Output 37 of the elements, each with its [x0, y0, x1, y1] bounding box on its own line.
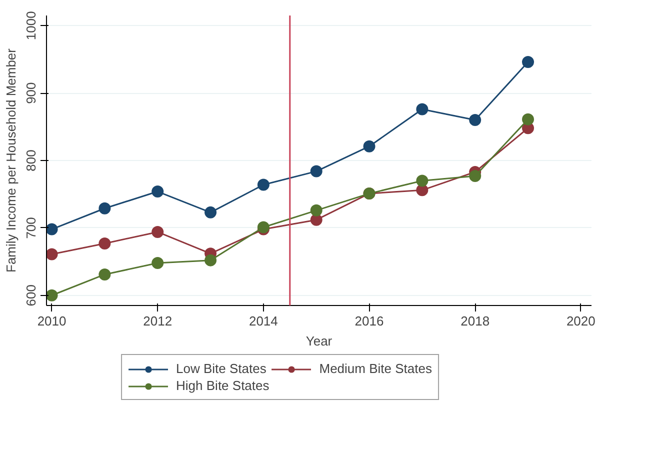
y-tick-label: 900: [24, 82, 38, 104]
x-tick-label: 2016: [354, 314, 384, 328]
point: [98, 268, 111, 280]
point: [152, 257, 164, 269]
point: [416, 103, 428, 116]
point: [98, 237, 111, 250]
y-tick-label: 700: [24, 217, 38, 239]
point: [522, 113, 534, 126]
y-tick-label: 600: [24, 284, 38, 306]
point: [46, 248, 58, 260]
point: [46, 223, 58, 236]
x-tick-label: 2012: [143, 314, 172, 328]
point: [522, 56, 534, 68]
point: [204, 254, 217, 266]
legend-label: Low Bite States: [176, 361, 266, 376]
x-tick-label: 2020: [566, 314, 596, 328]
point: [152, 186, 164, 198]
point: [416, 174, 428, 187]
x-axis-title: Year: [306, 334, 333, 348]
point: [152, 226, 164, 238]
point: [469, 114, 482, 126]
x-tick-label: 2010: [37, 314, 66, 328]
point: [310, 204, 322, 216]
y-tick-label: 800: [24, 150, 38, 172]
point: [257, 178, 270, 191]
x-tick-label: 2014: [248, 314, 278, 328]
legend-label: Medium Bite States: [319, 361, 432, 376]
y-tick-label: 1000: [24, 11, 38, 40]
point: [204, 206, 217, 218]
point: [310, 165, 322, 178]
point: [46, 289, 58, 302]
legend-label: High Bite States: [176, 378, 270, 393]
point: [469, 170, 482, 182]
point: [98, 202, 111, 214]
x-tick-label: 2018: [460, 314, 490, 328]
y-axis-title: Family Income per Household Member: [4, 48, 18, 272]
point: [363, 140, 376, 152]
